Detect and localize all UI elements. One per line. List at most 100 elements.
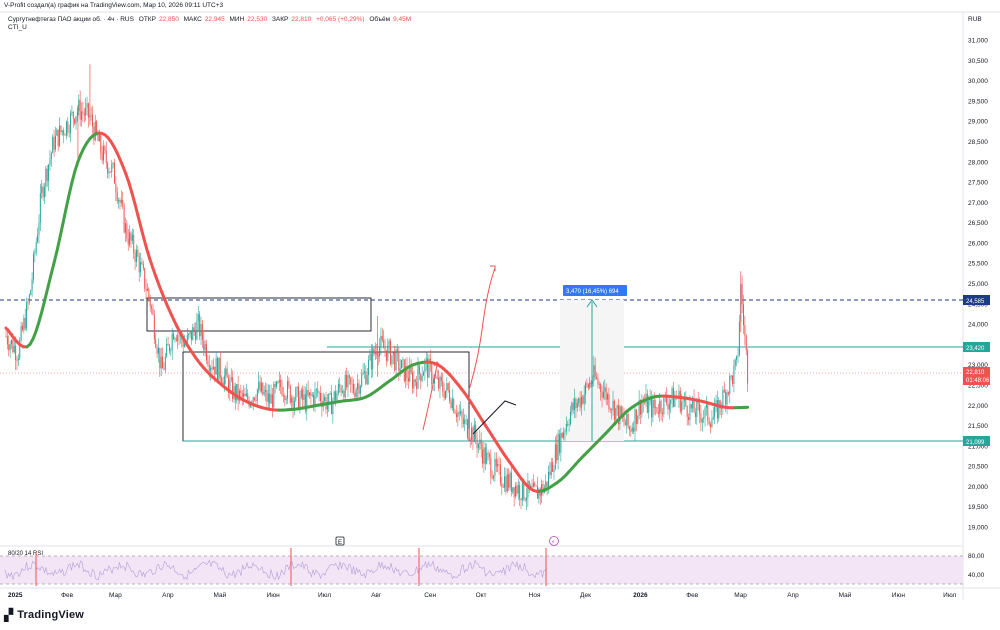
candle-body bbox=[72, 111, 74, 119]
price-tick: 30,000 bbox=[968, 78, 988, 85]
candle-body bbox=[157, 347, 159, 354]
time-tick: Июн bbox=[267, 592, 281, 599]
candle-body bbox=[262, 382, 264, 395]
candle-body bbox=[681, 402, 683, 412]
candle-body bbox=[690, 404, 692, 409]
supply-zone-box[interactable] bbox=[146, 297, 372, 332]
trendline-drawing[interactable] bbox=[472, 400, 517, 435]
cti-curve bbox=[4, 131, 750, 493]
candles[interactable] bbox=[5, 64, 749, 510]
price-tick: 20,000 bbox=[968, 484, 988, 491]
candle-body bbox=[97, 133, 99, 142]
candle-body bbox=[390, 340, 392, 365]
candle-body bbox=[64, 134, 66, 136]
candle-body bbox=[655, 407, 657, 408]
candle-body bbox=[244, 393, 246, 397]
candle-body bbox=[311, 395, 313, 396]
candle-body bbox=[31, 279, 33, 291]
candle-body bbox=[98, 134, 100, 142]
candle-body bbox=[369, 353, 371, 361]
candle-body bbox=[277, 381, 279, 383]
candle-body bbox=[37, 235, 39, 242]
candle-body bbox=[696, 400, 698, 417]
candle-body bbox=[471, 427, 473, 440]
price-tick: 20,500 bbox=[968, 464, 988, 471]
projection-path[interactable] bbox=[422, 364, 438, 431]
candle-body bbox=[295, 388, 297, 401]
candle-body bbox=[509, 472, 511, 488]
price-axis[interactable]: 31,000 30,500 30,000 29,500 29,000 28,500 28,0… bbox=[968, 38, 988, 532]
time-tick: Мар bbox=[109, 592, 122, 599]
candle-body bbox=[50, 152, 52, 159]
candle-body bbox=[466, 419, 468, 438]
candle-body bbox=[425, 358, 427, 362]
candle-body bbox=[240, 390, 242, 393]
candle-body bbox=[513, 487, 515, 497]
candle-body bbox=[225, 368, 227, 376]
candle-body bbox=[281, 387, 283, 396]
candle-body bbox=[431, 364, 433, 384]
price-tick: 23,000 bbox=[968, 362, 988, 369]
time-axis[interactable]: 2025 Фев Мар Апр Май Июн Июл Авг Сен Окт Ноя Дек 202… bbox=[8, 591, 957, 599]
candle-body bbox=[131, 234, 133, 241]
event-e-icon[interactable] bbox=[335, 536, 345, 546]
candle-body bbox=[21, 325, 23, 331]
tradingview-footer[interactable]: ▞ TradingView bbox=[4, 608, 84, 622]
candle-body bbox=[532, 483, 534, 488]
candle-body bbox=[20, 325, 22, 341]
candle-body bbox=[641, 401, 643, 415]
candle-body bbox=[52, 136, 54, 153]
candle-body bbox=[618, 405, 620, 425]
candle-body bbox=[216, 358, 218, 381]
candle-body bbox=[13, 345, 15, 353]
candle-body bbox=[567, 423, 569, 425]
candle-body bbox=[395, 349, 397, 371]
candle-body bbox=[436, 377, 438, 379]
candle-body bbox=[267, 393, 269, 402]
dividend-flash-icon[interactable] bbox=[549, 536, 559, 546]
symbol-name[interactable]: Сургутнефтегаз ПАО акции об. · 4ч · RUS bbox=[8, 16, 134, 23]
candle-body bbox=[292, 397, 294, 409]
candle-body bbox=[535, 485, 537, 487]
projection-path[interactable] bbox=[468, 267, 496, 391]
candle-body bbox=[552, 462, 554, 472]
cti-segment bbox=[43, 285, 50, 301]
candle-body bbox=[528, 480, 530, 489]
candle-body bbox=[101, 152, 103, 161]
candle-body bbox=[484, 447, 486, 464]
cti-segment bbox=[49, 261, 56, 277]
candle-body bbox=[479, 439, 481, 444]
candle-body bbox=[61, 130, 63, 133]
rsi-title[interactable]: 80/20 14 RSI bbox=[8, 551, 44, 557]
candle-body bbox=[366, 375, 368, 384]
time-tick: 2026 bbox=[633, 592, 648, 599]
candle-body bbox=[572, 402, 574, 410]
candle-body bbox=[54, 135, 56, 150]
candle-body bbox=[506, 474, 508, 492]
cti-segment bbox=[40, 297, 47, 313]
time-tick: Июн bbox=[892, 592, 906, 599]
candle-body bbox=[284, 395, 286, 401]
candle-body bbox=[656, 407, 658, 413]
indicator-label[interactable]: CTI_U bbox=[8, 24, 27, 31]
candle-body bbox=[505, 476, 507, 492]
candle-body bbox=[341, 391, 343, 393]
candle-body bbox=[39, 193, 41, 223]
candle-body bbox=[700, 413, 702, 423]
time-tick: Апр bbox=[787, 592, 799, 599]
candle-body bbox=[129, 232, 131, 245]
candle-body bbox=[526, 497, 528, 501]
candle-body bbox=[107, 163, 109, 174]
candle-body bbox=[612, 400, 614, 411]
candle-body bbox=[633, 427, 635, 432]
price-tick: 25,000 bbox=[968, 281, 988, 288]
candle-body bbox=[560, 432, 562, 453]
candle-body bbox=[421, 375, 423, 381]
currency-label[interactable]: RUB bbox=[968, 16, 982, 23]
candle-body bbox=[120, 199, 122, 203]
candle-body bbox=[712, 416, 714, 420]
candle-body bbox=[416, 381, 418, 389]
candle-body bbox=[527, 480, 529, 498]
candle-body bbox=[289, 385, 291, 403]
